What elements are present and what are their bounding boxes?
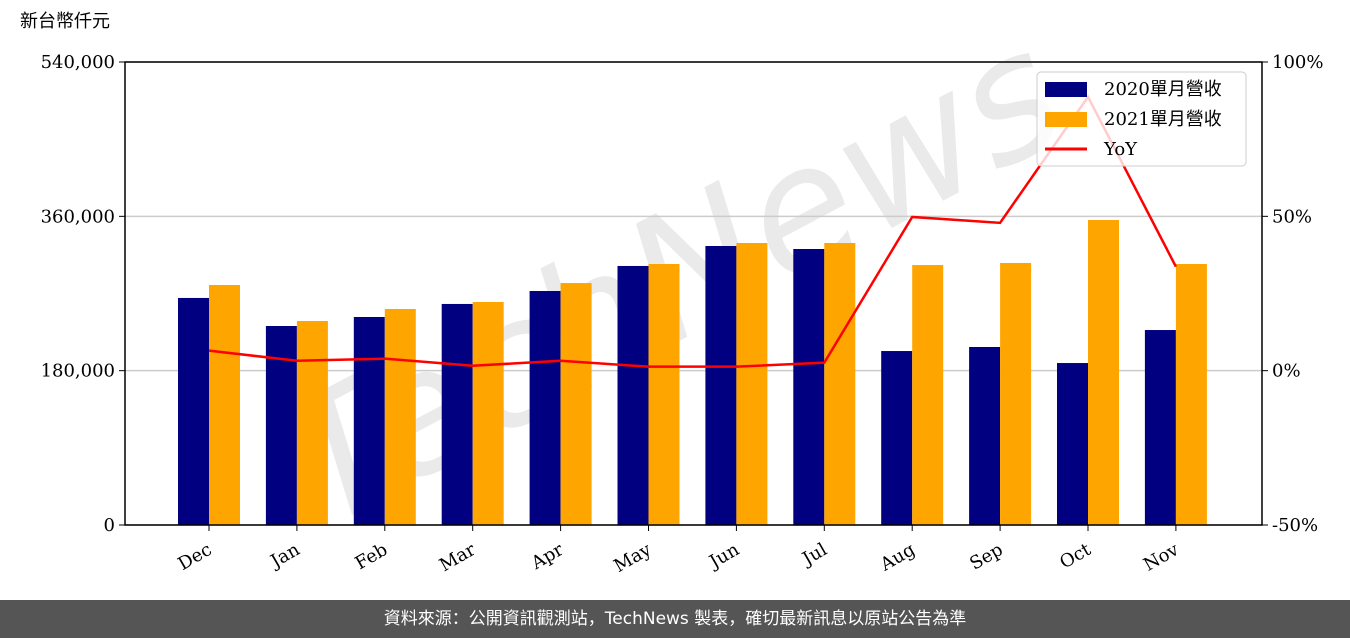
bar — [1175, 264, 1207, 525]
legend-swatch — [1045, 82, 1087, 97]
yoy-line — [208, 94, 1178, 368]
legend-box — [1036, 71, 1247, 167]
x-tick-label: Nov — [1140, 539, 1183, 576]
x-tick-label: Mar — [436, 539, 480, 576]
bar — [736, 242, 768, 525]
bar — [881, 351, 913, 525]
bar — [617, 265, 649, 525]
bar — [1057, 363, 1088, 525]
y-tick-label: 0 — [104, 515, 115, 536]
x-tick-label: May — [610, 539, 655, 577]
bar — [1144, 330, 1176, 525]
bar — [648, 264, 680, 525]
y-tick-label: 540,000 — [41, 52, 115, 73]
bar — [969, 347, 1001, 525]
x-tick-label: Dec — [175, 539, 216, 575]
y2-tick-label: -50% — [1272, 515, 1318, 536]
chart: 新台幣仟元 TechNews 0180,000360,000540,000-50… — [20, 0, 1323, 577]
bar — [296, 321, 328, 525]
legend-label: YoY — [1103, 139, 1138, 160]
y2-tick-label: 100% — [1272, 52, 1323, 73]
x-tick-label: Aug — [876, 539, 919, 576]
legend-swatch — [1045, 112, 1087, 127]
bar — [1000, 262, 1032, 525]
bar — [529, 291, 561, 525]
bar — [265, 325, 297, 525]
y2-tick-label: 0% — [1272, 361, 1301, 382]
bar — [912, 265, 944, 525]
bar — [705, 245, 737, 525]
bar — [1088, 220, 1119, 525]
legend-label: 2021單月營收 — [1104, 109, 1222, 130]
y2-tick-label: 50% — [1272, 206, 1312, 227]
y-tick-label: 180,000 — [41, 361, 115, 382]
bar — [178, 297, 209, 525]
bar — [560, 283, 592, 525]
plot-frame — [124, 61, 1263, 526]
bar — [384, 309, 416, 525]
bar — [472, 301, 504, 525]
x-tick-label: Oct — [1056, 539, 1095, 574]
bar — [209, 285, 240, 525]
x-tick-label: Jul — [797, 539, 831, 571]
y-axis-unit: 新台幣仟元 — [20, 11, 110, 32]
footer: 資料來源：公開資訊觀測站，TechNews 製表，確切最新訊息以原站公告為準 — [0, 600, 1350, 638]
bar — [824, 242, 856, 525]
bar — [353, 316, 385, 525]
x-tick-label: Sep — [966, 539, 1006, 574]
legend-label: 2020單月營收 — [1104, 79, 1222, 100]
bar — [793, 249, 825, 525]
x-tick-label: Jan — [266, 539, 304, 573]
bar — [441, 303, 473, 525]
x-tick-label: Jun — [704, 539, 743, 574]
x-tick-label: Apr — [527, 539, 567, 574]
y-tick-label: 360,000 — [41, 206, 115, 227]
